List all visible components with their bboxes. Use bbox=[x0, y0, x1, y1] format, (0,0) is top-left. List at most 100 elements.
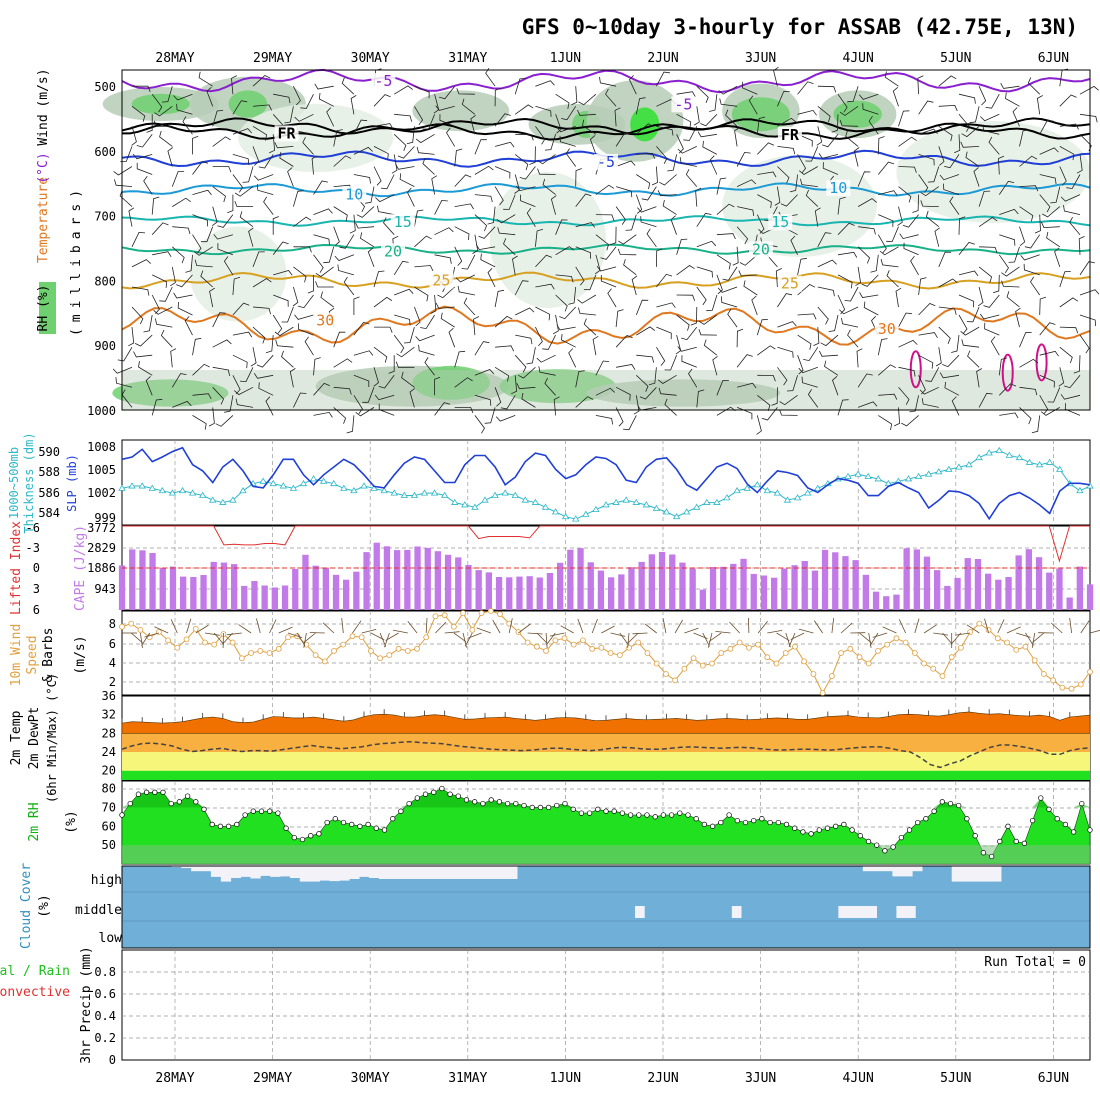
wind-ylabel: 10m Wind bbox=[9, 624, 24, 687]
wind-speed-line-marker bbox=[922, 661, 927, 666]
rh-marker bbox=[743, 820, 748, 825]
precip-tick: 0 bbox=[109, 1053, 116, 1067]
cape-tick: 2829 bbox=[87, 541, 116, 555]
wind-speed-line-marker bbox=[783, 651, 788, 656]
contour-label: -5 bbox=[674, 95, 692, 113]
rh-marker bbox=[710, 824, 715, 829]
wind-tick: 2 bbox=[109, 675, 116, 689]
rh-marker bbox=[489, 798, 494, 803]
cape-bar bbox=[720, 567, 726, 610]
wind-speed-line-marker bbox=[341, 642, 346, 647]
cloud-gap-high bbox=[329, 866, 339, 881]
rh-marker bbox=[177, 800, 182, 805]
rh-marker bbox=[317, 832, 322, 837]
wind-barb bbox=[878, 415, 891, 430]
wind-speed-line-marker bbox=[848, 646, 853, 651]
rh-marker bbox=[604, 809, 609, 814]
wind-speed-line-marker bbox=[756, 642, 761, 647]
rh-marker bbox=[579, 811, 584, 816]
rh-marker bbox=[128, 801, 133, 806]
temp-ylabel: 2m Temp bbox=[9, 710, 24, 765]
rh-marker bbox=[267, 809, 272, 814]
cape-tick: 3772 bbox=[87, 521, 116, 535]
rh-marker bbox=[628, 813, 633, 818]
cape-bar bbox=[832, 552, 838, 610]
cape-bar bbox=[435, 551, 441, 610]
cape-bar bbox=[180, 577, 186, 610]
cloud-ylabel: Cloud Cover bbox=[19, 863, 34, 949]
rh-marker bbox=[702, 822, 707, 827]
wind-speed-line-marker bbox=[829, 674, 834, 679]
wind-speed-line-marker bbox=[387, 653, 392, 658]
rh-marker bbox=[1047, 807, 1052, 812]
date-label-top: 30MAY bbox=[351, 51, 390, 66]
rh-marker bbox=[390, 816, 395, 821]
cape-bar bbox=[404, 550, 410, 610]
cape-bar bbox=[241, 586, 247, 610]
cape-bar bbox=[425, 548, 431, 610]
wind-speed-line-marker bbox=[359, 635, 364, 640]
wind-speed-line-marker bbox=[820, 690, 825, 695]
cloud-gap-mid bbox=[838, 906, 877, 918]
wind-speed-line-marker bbox=[931, 666, 936, 671]
cloud-gap-high bbox=[241, 866, 251, 877]
cloud-gap-high bbox=[280, 866, 290, 876]
rh-marker bbox=[341, 820, 346, 825]
wind-speed-line-marker bbox=[525, 640, 530, 645]
cloud-gap-high bbox=[310, 866, 320, 882]
cape-bar bbox=[893, 595, 899, 610]
cape-bar bbox=[292, 569, 298, 610]
cloud-gap-mid bbox=[732, 906, 742, 918]
cape-bar bbox=[333, 575, 339, 610]
rh-marker bbox=[1022, 841, 1027, 846]
rh-marker bbox=[776, 820, 781, 825]
date-label-top: 5JUN bbox=[940, 51, 971, 66]
wind-speed-line-marker bbox=[175, 645, 180, 650]
wind-barb bbox=[757, 415, 762, 434]
rh-marker bbox=[194, 800, 199, 805]
cape-bar bbox=[486, 572, 492, 610]
wind-speed-line-marker bbox=[415, 646, 420, 651]
contour-label: 10 bbox=[829, 179, 847, 197]
rh-marker bbox=[1088, 828, 1093, 833]
rh-marker bbox=[555, 803, 560, 808]
cloud-tick: low bbox=[99, 931, 123, 946]
cape-bar bbox=[954, 578, 960, 610]
wind-speed-line-marker bbox=[958, 645, 963, 650]
rh-marker bbox=[325, 820, 330, 825]
wind-speed-line-marker bbox=[405, 648, 410, 653]
rh-marker bbox=[850, 828, 855, 833]
date-label-top: 1JUN bbox=[550, 51, 581, 66]
cape-bar bbox=[904, 548, 910, 610]
slp-ylabel: SLP (mb) bbox=[65, 454, 79, 512]
rh-marker bbox=[308, 833, 313, 838]
rh-marker bbox=[727, 813, 732, 818]
cape-bar bbox=[160, 568, 166, 610]
wind-speed-line-marker bbox=[645, 651, 650, 656]
wind-ylabel: Speed bbox=[25, 635, 40, 674]
wind-barb bbox=[596, 415, 613, 424]
wind-speed-line-marker bbox=[350, 634, 355, 639]
rh-marker bbox=[415, 796, 420, 801]
contour-label: 25 bbox=[432, 271, 450, 289]
upper-ylabel-mb: (millibars) bbox=[69, 184, 84, 336]
cloud-gap-high bbox=[902, 866, 912, 876]
rh-marker bbox=[669, 813, 674, 818]
wind-tick: 6 bbox=[109, 637, 116, 651]
wind-speed-line-marker bbox=[940, 674, 945, 679]
temp-band-yellow bbox=[122, 752, 1090, 771]
cape-bar bbox=[516, 577, 522, 610]
wind-speed-line-marker bbox=[912, 651, 917, 656]
rh-marker bbox=[956, 803, 961, 808]
cape-bar bbox=[190, 577, 196, 610]
cape-bar bbox=[262, 586, 268, 611]
wind-speed-line-marker bbox=[249, 651, 254, 656]
cape-bar bbox=[567, 550, 573, 610]
wind-speed-line-marker bbox=[497, 612, 502, 617]
cloud-gap-high bbox=[912, 866, 922, 871]
cape-ylabel: Lifted Index bbox=[9, 521, 24, 615]
wind-barb bbox=[347, 415, 354, 433]
wind-barb bbox=[193, 415, 207, 429]
cape-bar bbox=[323, 568, 329, 610]
